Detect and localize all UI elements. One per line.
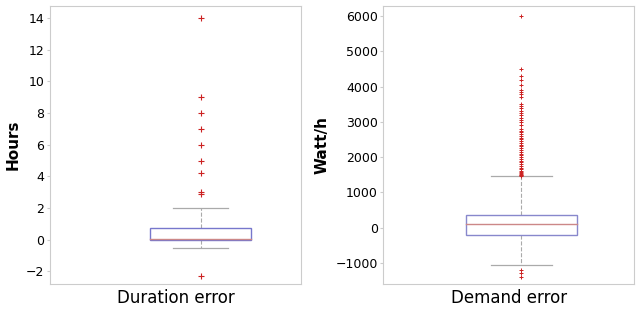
- Bar: [150, 228, 251, 240]
- Y-axis label: Watt/h: Watt/h: [315, 116, 330, 174]
- Y-axis label: Hours: Hours: [6, 120, 20, 170]
- X-axis label: Demand error: Demand error: [451, 290, 567, 307]
- Bar: [467, 215, 577, 234]
- X-axis label: Duration error: Duration error: [116, 290, 234, 307]
